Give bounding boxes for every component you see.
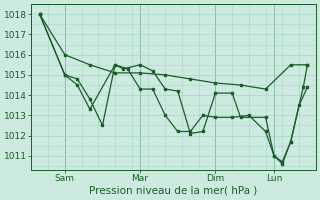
X-axis label: Pression niveau de la mer( hPa ): Pression niveau de la mer( hPa ) <box>90 186 258 196</box>
